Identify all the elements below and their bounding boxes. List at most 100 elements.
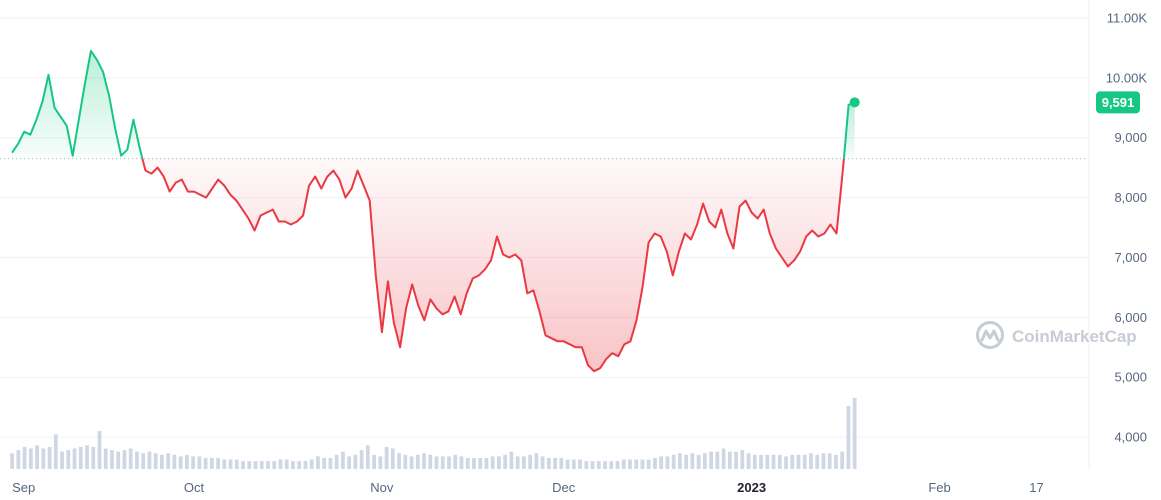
volume-bar xyxy=(272,461,277,469)
volume-bar xyxy=(734,451,738,469)
volume-bar xyxy=(571,459,576,469)
volume-bar xyxy=(727,451,732,469)
y-tick-label: 10.00K xyxy=(1106,70,1148,85)
volume-bar xyxy=(790,454,795,469)
line-segment-down xyxy=(141,158,845,373)
volume-bar xyxy=(565,459,570,469)
volume-bar xyxy=(765,454,770,469)
volume-bar xyxy=(777,454,782,469)
volume-bar xyxy=(840,451,845,469)
volume-bar xyxy=(709,451,713,469)
volume-bar xyxy=(746,453,751,469)
volume-bar xyxy=(409,456,414,469)
watermark-text: CoinMarketCap xyxy=(1012,327,1137,346)
volume-bar xyxy=(528,454,533,469)
volume-bar xyxy=(653,457,657,469)
volume-bar xyxy=(478,457,483,469)
volume-bar xyxy=(615,461,620,469)
x-tick-label: Dec xyxy=(552,480,576,495)
volume-bar xyxy=(197,456,202,469)
volume-bar xyxy=(284,459,289,469)
volume-bar xyxy=(403,454,408,469)
volume-bar xyxy=(815,454,820,469)
volume-bar xyxy=(809,453,813,469)
volume-bar xyxy=(465,457,470,469)
y-tick-label: 4,000 xyxy=(1114,430,1147,445)
volume-bar xyxy=(378,456,383,469)
volume-bar xyxy=(16,450,21,469)
y-axis: 11.00K 10.00K 9,000 8,000 7,000 6,000 5,000 4,0… xyxy=(1106,10,1148,444)
volume-bar xyxy=(334,454,339,469)
volume-bar xyxy=(802,454,807,469)
volume-bar xyxy=(690,453,695,469)
volume-bar xyxy=(678,453,682,469)
volume-bar xyxy=(128,448,133,469)
volume-bar xyxy=(365,445,370,469)
volume-bar xyxy=(359,450,364,469)
volume-bar xyxy=(384,446,389,469)
volume-bar xyxy=(91,446,96,469)
area-fill-up xyxy=(843,102,855,159)
volume-bar xyxy=(66,450,71,469)
volume-bar xyxy=(640,459,645,469)
volume-bar xyxy=(316,456,320,469)
area-fill-up xyxy=(12,50,143,159)
volume-bar xyxy=(372,454,376,469)
volume-bar xyxy=(60,451,64,469)
volume-bar xyxy=(534,453,539,469)
volume-bar xyxy=(740,450,745,469)
volume-bar xyxy=(646,459,651,469)
volume-bar xyxy=(203,457,208,469)
volume-bar xyxy=(78,446,83,469)
area-fill xyxy=(12,50,855,372)
volume-bar xyxy=(41,448,46,469)
volume-bar xyxy=(596,461,601,469)
volume-bar xyxy=(784,456,788,469)
volume-bar xyxy=(153,453,158,469)
x-tick-label: Oct xyxy=(184,480,205,495)
area-fill-down xyxy=(142,158,844,372)
volume-bar xyxy=(259,461,264,469)
volume-bar xyxy=(796,454,801,469)
volume-bar xyxy=(172,454,177,469)
volume-bar xyxy=(85,445,89,469)
volume-bar xyxy=(434,456,439,469)
volume-bar xyxy=(546,457,551,469)
volume-bar xyxy=(234,459,239,469)
x-axis: Sep Oct Nov Dec 2023 Feb 17 xyxy=(12,480,1044,495)
coinmarketcap-logo-icon xyxy=(976,321,1004,349)
volume-bar xyxy=(415,454,420,469)
volume-bar xyxy=(216,457,220,469)
y-tick-label: 6,000 xyxy=(1114,310,1147,325)
volume-bar xyxy=(347,456,352,469)
volume-bar xyxy=(322,457,327,469)
volume-bar xyxy=(160,454,164,469)
volume-bar xyxy=(584,461,589,469)
volume-bar xyxy=(97,431,102,469)
volume-bar xyxy=(147,451,152,469)
volume-bar xyxy=(22,446,27,469)
x-tick-label: 2023 xyxy=(737,480,766,495)
volume-bar xyxy=(185,454,189,469)
current-price-label: 9,591 xyxy=(1102,95,1135,110)
volume-bar xyxy=(297,461,302,469)
volume-bar xyxy=(659,456,664,469)
volume-bar xyxy=(684,454,689,469)
volume-bar xyxy=(266,461,270,469)
volume-bar xyxy=(253,461,258,469)
volume-bar xyxy=(515,456,520,469)
volume-bar xyxy=(559,457,564,469)
volume-bar xyxy=(834,454,838,469)
volume-bar xyxy=(53,434,58,469)
current-price-badge-bg xyxy=(1096,91,1140,114)
volume-bar xyxy=(472,457,476,469)
volume-bar xyxy=(665,456,670,469)
volume-bar xyxy=(634,459,639,469)
volume-bar xyxy=(459,456,464,469)
volume-bar xyxy=(715,451,720,469)
volume-bar xyxy=(247,461,252,469)
volume-bar xyxy=(497,456,501,469)
volume-bar xyxy=(671,454,676,469)
volume-bar xyxy=(110,450,114,469)
